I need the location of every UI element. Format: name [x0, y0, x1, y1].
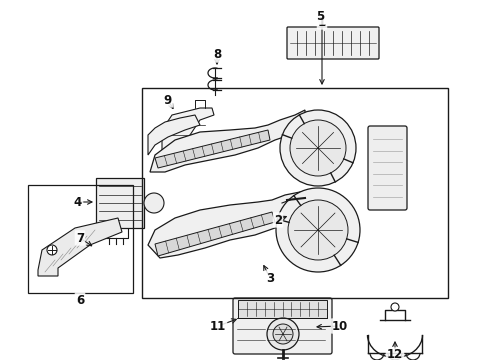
Bar	[238, 300, 326, 318]
Polygon shape	[162, 108, 214, 162]
Circle shape	[275, 188, 359, 272]
FancyBboxPatch shape	[367, 126, 406, 210]
Polygon shape	[38, 218, 122, 276]
Text: 7: 7	[76, 231, 84, 244]
Text: 3: 3	[265, 271, 273, 284]
Polygon shape	[155, 212, 274, 256]
FancyBboxPatch shape	[232, 298, 331, 354]
Circle shape	[390, 303, 398, 311]
Text: 2: 2	[273, 213, 282, 226]
Polygon shape	[148, 190, 311, 258]
Text: 12: 12	[386, 348, 402, 360]
Text: 6: 6	[76, 293, 84, 306]
Text: 5: 5	[315, 10, 324, 23]
Polygon shape	[148, 115, 200, 155]
Circle shape	[272, 324, 292, 344]
Text: 10: 10	[331, 320, 347, 333]
Text: 11: 11	[209, 320, 225, 333]
Circle shape	[47, 245, 57, 255]
Polygon shape	[155, 130, 269, 168]
Bar	[96, 178, 143, 228]
Text: 4: 4	[74, 195, 82, 208]
Bar	[142, 88, 447, 298]
Circle shape	[287, 200, 347, 260]
Bar	[28, 185, 133, 293]
Circle shape	[289, 120, 346, 176]
Text: 8: 8	[212, 49, 221, 62]
Circle shape	[280, 110, 355, 186]
Circle shape	[143, 193, 163, 213]
FancyBboxPatch shape	[286, 27, 378, 59]
Text: 1: 1	[317, 15, 325, 28]
Polygon shape	[150, 110, 305, 172]
Text: 9: 9	[163, 94, 172, 107]
Circle shape	[266, 318, 298, 350]
